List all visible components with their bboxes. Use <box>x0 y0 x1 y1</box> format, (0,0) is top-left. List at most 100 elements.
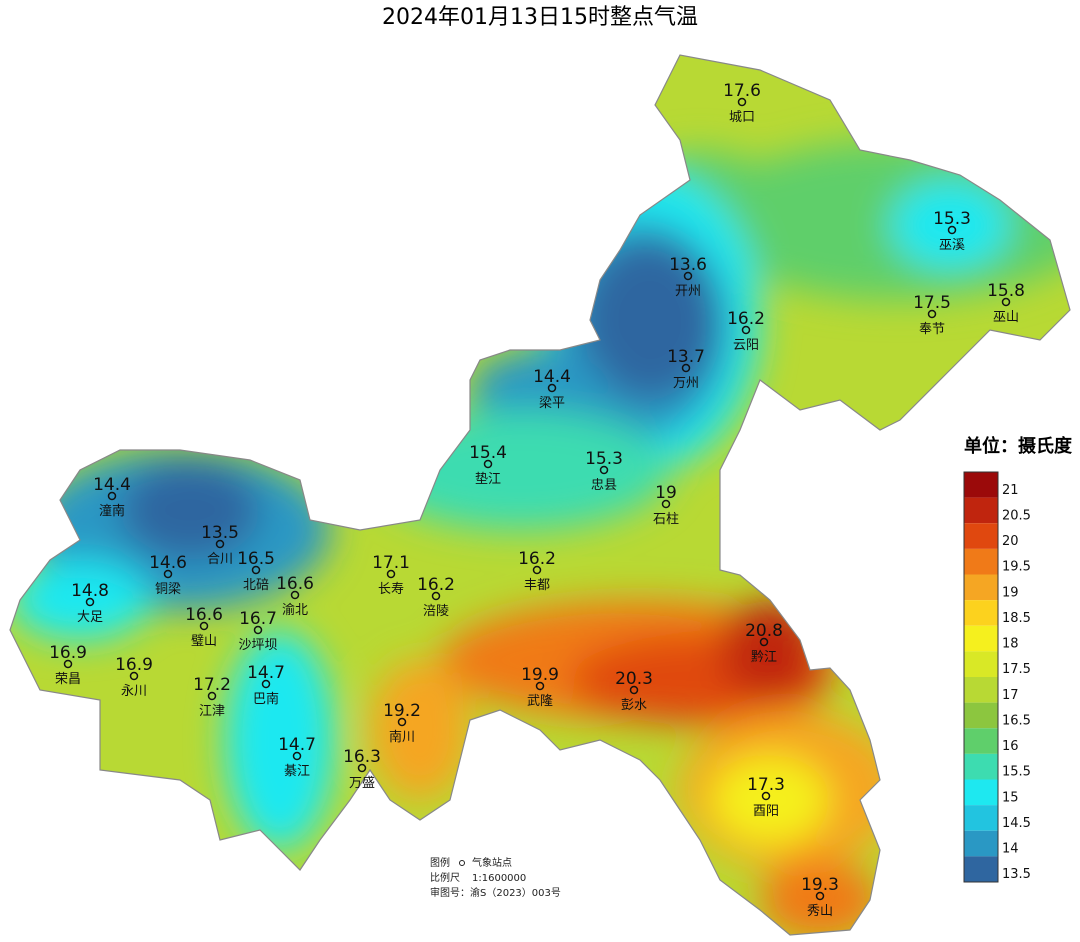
legend-label: 16 <box>1002 739 1019 754</box>
station-value: 13.5 <box>201 523 239 543</box>
station-marker <box>253 625 263 635</box>
station-value: 16.6 <box>276 574 314 594</box>
legend-label: 13.5 <box>1002 867 1031 882</box>
station-value: 19.2 <box>383 701 421 721</box>
legend-label: 15 <box>1002 790 1019 805</box>
station-value: 16.7 <box>239 609 277 629</box>
legend-swatch <box>964 677 998 703</box>
station-marker <box>107 491 117 501</box>
station-name: 奉节 <box>919 322 945 337</box>
station-name: 荣昌 <box>55 672 81 687</box>
station-marker <box>397 717 407 727</box>
legend-label: 20.5 <box>1002 508 1031 523</box>
station-marker <box>681 363 691 373</box>
map-title: 2024年01月13日15时整点气温 <box>382 5 698 30</box>
station-marker <box>629 685 639 695</box>
station-value: 16.5 <box>237 549 275 569</box>
station-name: 云阳 <box>733 338 759 353</box>
station-name: 铜梁 <box>155 582 181 597</box>
legend-swatch <box>964 830 998 857</box>
legend-swatch <box>964 856 998 882</box>
legend-label: 19.5 <box>1002 560 1031 575</box>
station-marker <box>292 751 302 761</box>
legend-title: 单位：摄氏度 <box>964 435 1073 457</box>
station-name: 酉阳 <box>753 804 779 819</box>
station-value: 16.2 <box>518 549 556 569</box>
legend-swatch <box>964 548 998 575</box>
station-marker <box>357 763 367 773</box>
legend-label: 19 <box>1002 585 1019 600</box>
legend-label: 15.5 <box>1002 765 1031 780</box>
station-value: 13.7 <box>667 347 705 367</box>
station-name: 北碚 <box>243 578 269 593</box>
station-marker <box>737 97 747 107</box>
legend-label: 18.5 <box>1002 611 1031 626</box>
station-value: 16.6 <box>185 605 223 625</box>
station-value: 19.9 <box>521 665 559 685</box>
legend-swatch <box>964 600 998 626</box>
note: 气象站点 <box>472 856 512 869</box>
note: 1:1600000 <box>472 873 526 884</box>
station-value: 17.2 <box>193 675 231 695</box>
note: 比例尺 <box>430 871 460 884</box>
legend-label: 16.5 <box>1002 713 1031 728</box>
legend-swatch <box>964 574 998 601</box>
legend-swatch <box>964 702 998 729</box>
station-name: 沙坪坝 <box>238 638 277 653</box>
station-value: 16.3 <box>343 747 381 767</box>
station-value: 17.5 <box>913 293 951 313</box>
station-name: 万盛 <box>349 776 375 791</box>
station-name: 彭水 <box>621 698 647 713</box>
station-name: 秀山 <box>807 904 833 919</box>
legend-swatch <box>964 779 998 806</box>
station-name: 潼南 <box>99 503 125 519</box>
note: 图例 <box>430 856 450 869</box>
legend-label: 18 <box>1002 637 1019 652</box>
station-marker <box>215 539 225 549</box>
station-name: 綦江 <box>284 764 310 779</box>
station-marker <box>1001 297 1011 307</box>
station-value: 16.9 <box>49 643 87 663</box>
legend-swatch <box>964 472 998 498</box>
station-value: 16.2 <box>727 309 765 329</box>
station-value: 14.6 <box>149 553 187 573</box>
station-value: 20.3 <box>615 669 653 689</box>
station-marker <box>599 465 609 475</box>
station-name: 涪陵 <box>423 604 449 619</box>
station-marker <box>761 791 771 801</box>
station-value: 14.8 <box>71 581 109 601</box>
station-name: 石柱 <box>653 512 679 527</box>
legend-swatch <box>964 805 998 831</box>
legend-swatch <box>964 728 998 754</box>
station-value: 14.4 <box>533 367 571 387</box>
station-name: 黔江 <box>751 650 777 665</box>
station-marker <box>759 637 769 647</box>
station-value: 15.8 <box>987 281 1025 301</box>
station-marker <box>129 671 139 681</box>
station-marker <box>535 681 545 691</box>
station-value: 14.7 <box>247 663 285 683</box>
station-marker <box>63 659 73 669</box>
note: 审图号：渝S（2023）003号 <box>430 886 561 899</box>
station-value: 15.4 <box>469 443 507 463</box>
station-name: 万州 <box>673 376 699 391</box>
station-value: 17.6 <box>723 81 761 101</box>
station-name: 忠县 <box>591 478 617 493</box>
station-name: 武隆 <box>527 694 553 709</box>
station-name: 璧山 <box>191 633 217 649</box>
station-name: 垫江 <box>475 471 501 487</box>
legend-label: 14.5 <box>1002 816 1031 831</box>
legend-label: 14 <box>1002 842 1019 857</box>
station-marker <box>483 459 493 469</box>
station-name: 巫山 <box>993 310 1019 325</box>
station-marker <box>199 621 209 631</box>
station-name: 合川 <box>207 552 233 567</box>
station-value: 16.9 <box>115 655 153 675</box>
station-marker <box>683 271 693 281</box>
station-name: 梁平 <box>539 396 565 411</box>
station-marker <box>532 565 542 575</box>
station-name: 长寿 <box>378 582 404 597</box>
station-name: 丰都 <box>524 578 550 593</box>
station-name: 渝北 <box>282 602 308 618</box>
